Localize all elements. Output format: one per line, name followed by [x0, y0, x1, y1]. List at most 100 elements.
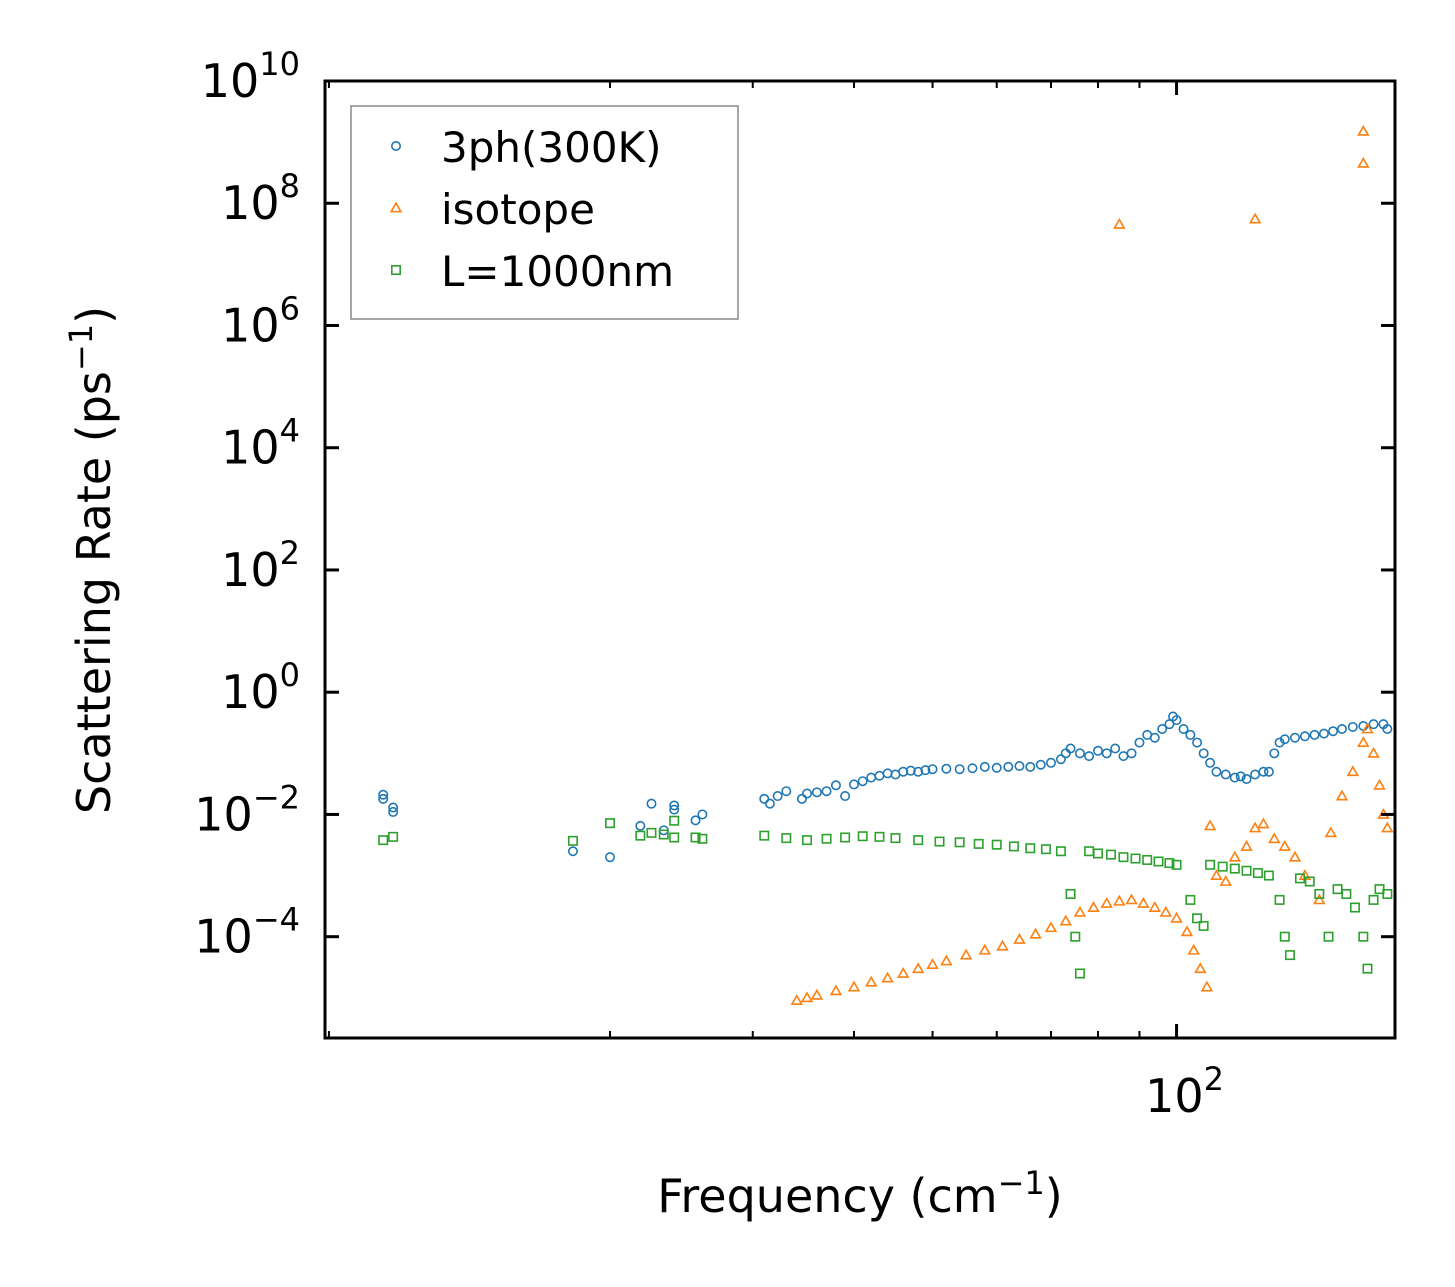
circle-point — [1055, 754, 1066, 765]
square-point — [857, 831, 868, 842]
circle-point — [840, 791, 851, 802]
triangle-point — [1361, 722, 1374, 734]
legend-marker-circle — [390, 141, 401, 152]
square-point — [1198, 920, 1209, 931]
circle-point — [1014, 761, 1025, 772]
square-point — [1323, 931, 1334, 942]
square-point — [1368, 894, 1379, 905]
square-point — [669, 832, 680, 843]
legend-entry-triangle: isotope — [389, 185, 595, 234]
triangle-point — [1100, 896, 1113, 908]
circle-point — [849, 779, 860, 790]
triangle-point — [940, 954, 953, 966]
triangle-point — [1240, 839, 1253, 851]
triangle-point — [847, 980, 861, 992]
legend: 3ph(300K) isotope L=1000nm — [350, 105, 739, 320]
triangle-point — [1257, 817, 1270, 829]
triangle-point — [1381, 821, 1394, 833]
triangle-point — [790, 994, 804, 1006]
circle-point — [378, 789, 389, 800]
triangle-point — [1180, 925, 1194, 937]
square-point — [934, 836, 945, 847]
y-tick-label: 100 — [221, 656, 300, 719]
circle-point — [1065, 743, 1076, 754]
square-point — [1241, 865, 1252, 876]
circle-point — [567, 846, 578, 857]
triangle-point — [1203, 819, 1217, 831]
triangle-point — [1268, 832, 1281, 844]
circle-point — [811, 787, 822, 798]
square-point — [1070, 931, 1081, 942]
square-point — [1217, 861, 1228, 872]
circle-point — [830, 780, 841, 791]
circle-point — [781, 786, 792, 797]
triangle-point — [1170, 911, 1183, 923]
square-point — [840, 832, 851, 843]
circle-point — [1101, 748, 1112, 759]
y-tick-label: 106 — [221, 289, 300, 352]
square-point — [669, 815, 680, 826]
circle-point — [920, 765, 931, 776]
triangle-point — [1125, 893, 1138, 905]
circle-point — [378, 793, 389, 804]
square-point — [658, 829, 669, 840]
triangle-point — [1288, 850, 1302, 862]
square-point — [1304, 876, 1315, 887]
square-point — [378, 835, 389, 846]
square-point — [1025, 843, 1036, 854]
square-point — [1040, 844, 1051, 855]
legend-entry-square: L=1000nm — [390, 247, 674, 296]
triangle-point — [1113, 217, 1126, 229]
circle-point — [772, 791, 783, 802]
legend-label: L=1000nm — [441, 247, 674, 296]
square-point — [1105, 849, 1116, 860]
circle-point — [1368, 719, 1379, 730]
circle-point — [1250, 769, 1261, 780]
x-axis-label: Frequency (cm−1) — [657, 1164, 1062, 1223]
square-point — [1153, 856, 1164, 867]
square-point — [954, 837, 965, 848]
y-axis-label: Scattering Rate (ps−1) — [62, 306, 121, 814]
square-point — [567, 835, 578, 846]
square-point — [1008, 841, 1019, 852]
circle-point — [1220, 769, 1231, 780]
y-tick-label: 108 — [221, 167, 300, 230]
square-point — [759, 830, 770, 841]
square-point — [1093, 848, 1104, 859]
circle-point — [1211, 766, 1222, 777]
square-point — [1294, 873, 1305, 884]
triangle-point — [1357, 124, 1370, 136]
triangle-point — [1013, 933, 1026, 944]
circle-point — [821, 786, 832, 797]
triangle-point — [911, 962, 925, 974]
circle-point — [1093, 745, 1104, 756]
y-tick-label: 1010 — [201, 45, 300, 108]
legend-entry-circle: 3ph(300K) — [390, 123, 661, 172]
triangle-point — [1044, 921, 1058, 933]
series-L=1000nm — [378, 815, 1393, 979]
circle-point — [967, 763, 978, 774]
triangle-point — [1200, 980, 1214, 992]
triangle-point — [1357, 736, 1370, 747]
triangle-point — [1373, 778, 1386, 790]
circle-point — [941, 763, 952, 774]
square-point — [1263, 870, 1274, 881]
triangle-point — [1346, 765, 1360, 777]
circle-point — [1003, 761, 1014, 772]
circle-point — [1269, 748, 1280, 759]
triangle-point — [926, 958, 939, 969]
circle-point — [1198, 748, 1209, 759]
square-point — [1171, 859, 1182, 870]
circle-point — [1171, 715, 1182, 726]
circle-point — [1074, 748, 1085, 759]
circle-point — [388, 802, 399, 813]
circle-point — [1157, 724, 1168, 735]
circle-point — [1318, 728, 1329, 739]
circle-point — [1185, 729, 1196, 740]
square-point — [1130, 853, 1141, 864]
square-point — [1192, 913, 1203, 924]
circle-point — [1205, 757, 1216, 768]
circle-point — [1336, 724, 1347, 735]
circle-point — [1258, 766, 1269, 777]
triangle-point — [1248, 821, 1262, 833]
